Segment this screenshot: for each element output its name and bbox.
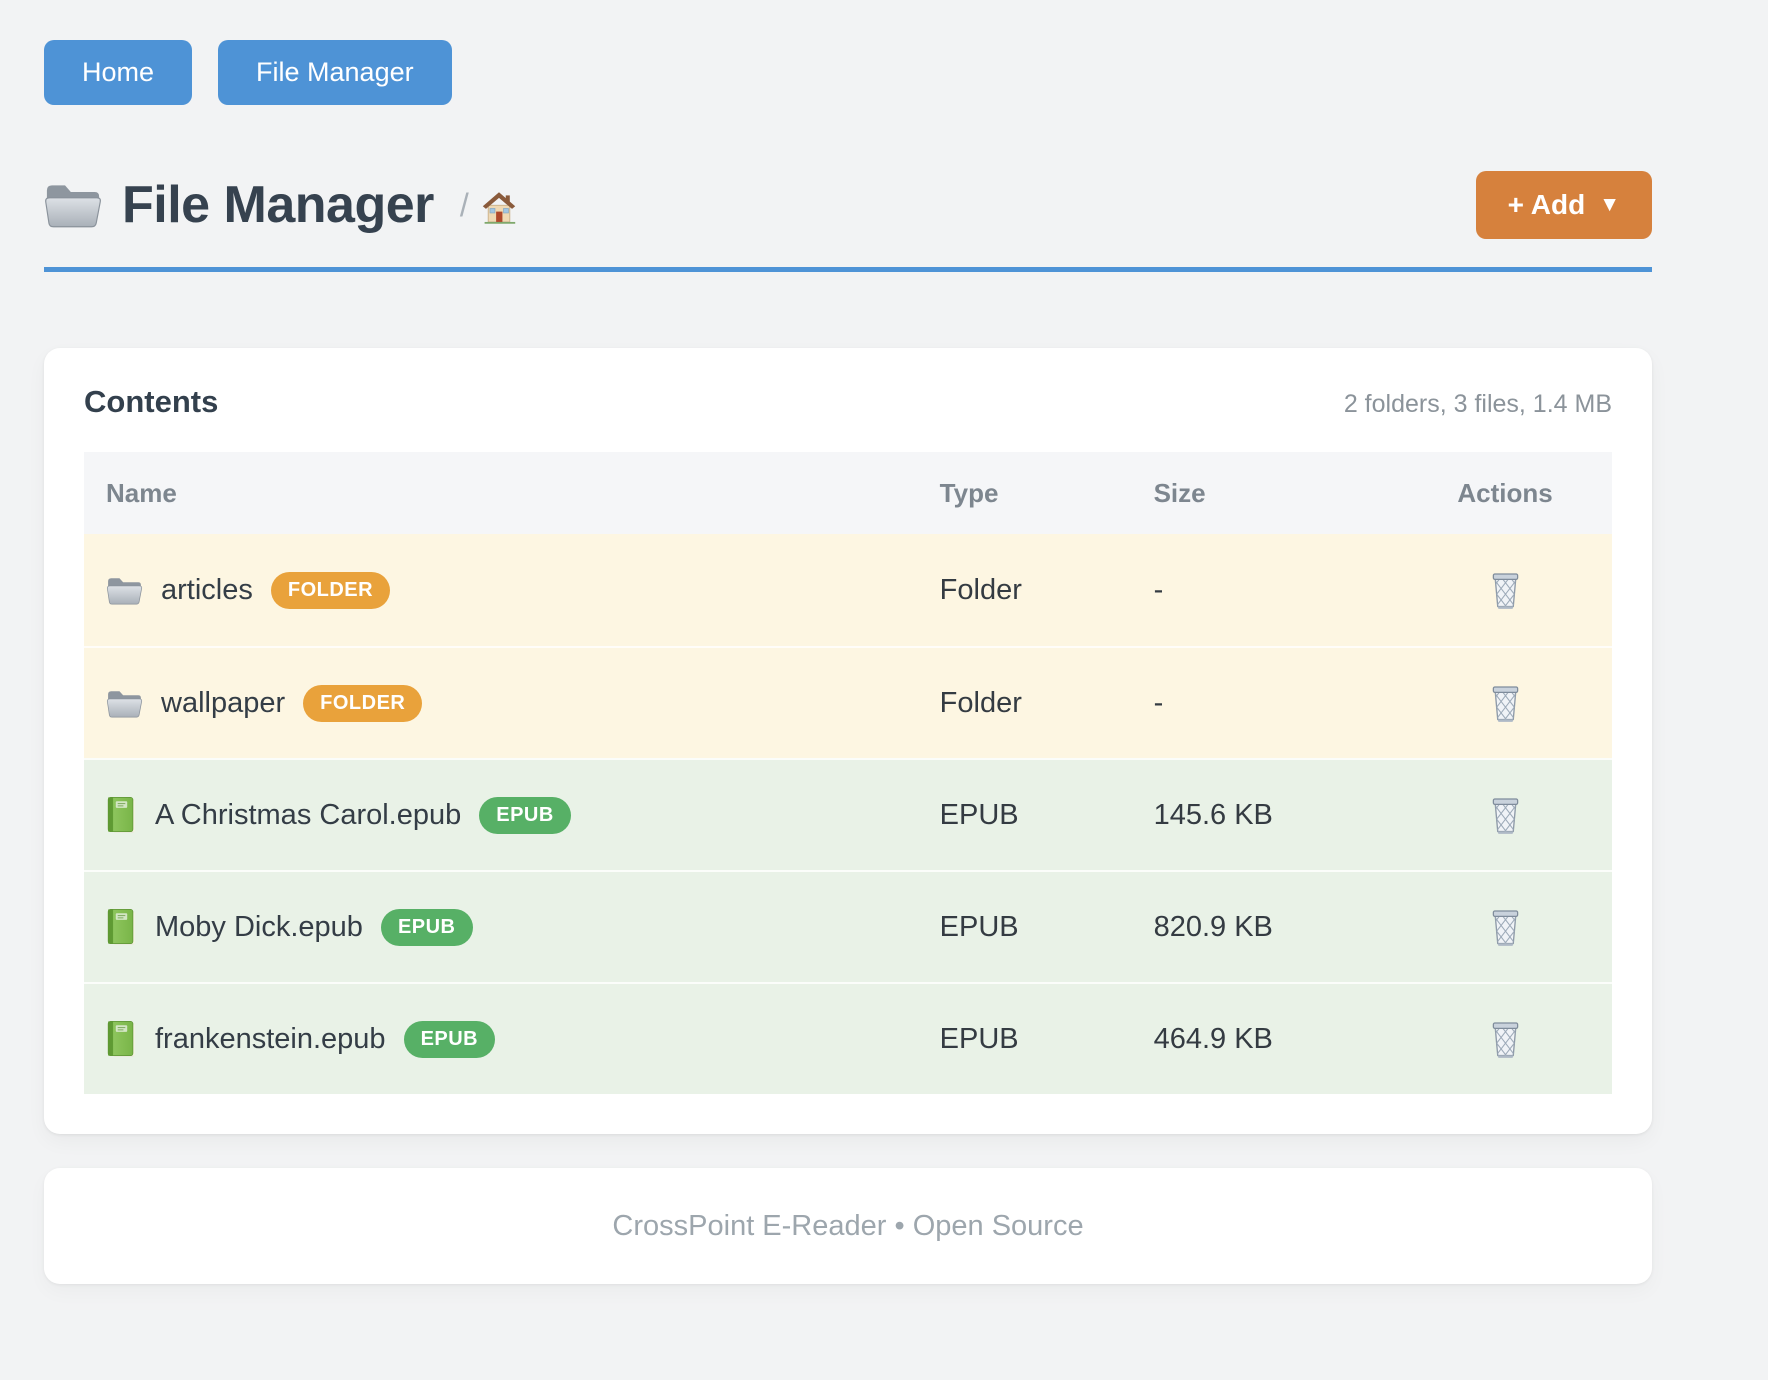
entry-link[interactable]: frankenstein.epub EPUB bbox=[84, 1020, 940, 1058]
size-cell: 464.9 KB bbox=[1153, 1022, 1273, 1055]
column-header-size: Size bbox=[1153, 477, 1206, 508]
footer-text: CrossPoint E-Reader • Open Source bbox=[612, 1209, 1084, 1242]
size-cell: 145.6 KB bbox=[1153, 798, 1273, 831]
actions-cell bbox=[1398, 795, 1612, 835]
column-header-actions: Actions bbox=[1457, 477, 1553, 508]
trash-icon bbox=[1489, 683, 1522, 723]
size-cell: - bbox=[1153, 573, 1164, 606]
type-cell: Folder bbox=[939, 573, 1022, 606]
page-header: File Manager / + Add ▼ bbox=[44, 171, 1652, 239]
table-row: Moby Dick.epub EPUB EPUB 820.9 KB bbox=[84, 870, 1612, 982]
delete-button[interactable] bbox=[1489, 907, 1522, 947]
size-cell: - bbox=[1153, 686, 1164, 719]
delete-button[interactable] bbox=[1489, 570, 1522, 610]
column-header-name: Name bbox=[106, 477, 177, 508]
actions-cell bbox=[1398, 683, 1612, 723]
type-badge: EPUB bbox=[403, 1020, 496, 1058]
footer: CrossPoint E-Reader • Open Source bbox=[44, 1168, 1652, 1284]
green-book-icon bbox=[106, 796, 137, 834]
green-book-icon bbox=[106, 1020, 137, 1058]
delete-button[interactable] bbox=[1489, 1019, 1522, 1059]
house-icon[interactable] bbox=[481, 190, 517, 226]
type-badge: EPUB bbox=[380, 908, 473, 946]
actions-cell bbox=[1398, 570, 1612, 610]
entry-link[interactable]: articles FOLDER bbox=[84, 571, 940, 609]
folder-icon bbox=[106, 688, 143, 719]
breadcrumb: / bbox=[460, 184, 517, 226]
type-cell: Folder bbox=[939, 686, 1022, 719]
files-table: Name Type Size Actions articles FOLDER F… bbox=[84, 452, 1612, 1094]
actions-cell bbox=[1398, 907, 1612, 947]
add-button[interactable]: + Add ▼ bbox=[1475, 171, 1652, 239]
trash-icon bbox=[1489, 795, 1522, 835]
page-title: File Manager bbox=[122, 176, 434, 234]
contents-summary: 2 folders, 3 files, 1.4 MB bbox=[1343, 390, 1612, 418]
entry-link[interactable]: A Christmas Carol.epub EPUB bbox=[84, 796, 940, 834]
type-cell: EPUB bbox=[939, 910, 1019, 943]
delete-button[interactable] bbox=[1489, 795, 1522, 835]
table-row: articles FOLDER Folder - bbox=[84, 534, 1612, 646]
table-header-row: Name Type Size Actions bbox=[84, 452, 1612, 534]
type-badge: FOLDER bbox=[270, 571, 391, 609]
page: Home File Manager File Manager / + Add ▼ bbox=[44, 0, 1652, 1284]
table-body: articles FOLDER Folder - bbox=[84, 534, 1612, 1094]
type-badge: EPUB bbox=[479, 796, 571, 834]
table-row: wallpaper FOLDER Folder - bbox=[84, 646, 1612, 758]
trash-icon bbox=[1489, 1019, 1522, 1059]
breadcrumb-separator: / bbox=[459, 186, 469, 223]
entry-link[interactable]: wallpaper FOLDER bbox=[84, 684, 940, 722]
trash-icon bbox=[1489, 570, 1522, 610]
contents-title: Contents bbox=[84, 384, 219, 419]
trash-icon bbox=[1489, 907, 1522, 947]
folder-icon bbox=[44, 180, 102, 230]
folder-icon bbox=[106, 575, 143, 606]
actions-cell bbox=[1398, 1019, 1612, 1059]
nav-file-manager-button[interactable]: File Manager bbox=[218, 40, 452, 105]
nav-home-button[interactable]: Home bbox=[44, 40, 193, 105]
size-cell: 820.9 KB bbox=[1153, 910, 1273, 943]
table-row: frankenstein.epub EPUB EPUB 464.9 KB bbox=[84, 982, 1612, 1094]
entry-link[interactable]: Moby Dick.epub EPUB bbox=[84, 908, 940, 946]
top-nav: Home File Manager bbox=[44, 0, 1652, 105]
add-button-label: + Add bbox=[1507, 189, 1586, 220]
title-divider bbox=[44, 267, 1652, 272]
table-row: A Christmas Carol.epub EPUB EPUB 145.6 K… bbox=[84, 758, 1612, 870]
green-book-icon bbox=[106, 908, 137, 946]
column-header-type: Type bbox=[939, 477, 999, 508]
type-cell: EPUB bbox=[939, 798, 1019, 831]
contents-card-header: Contents 2 folders, 3 files, 1.4 MB bbox=[84, 384, 1612, 420]
chevron-down-icon: ▼ bbox=[1599, 193, 1620, 216]
type-badge: FOLDER bbox=[303, 684, 423, 722]
contents-card: Contents 2 folders, 3 files, 1.4 MB Name… bbox=[44, 348, 1652, 1134]
type-cell: EPUB bbox=[939, 1022, 1019, 1055]
delete-button[interactable] bbox=[1489, 683, 1522, 723]
